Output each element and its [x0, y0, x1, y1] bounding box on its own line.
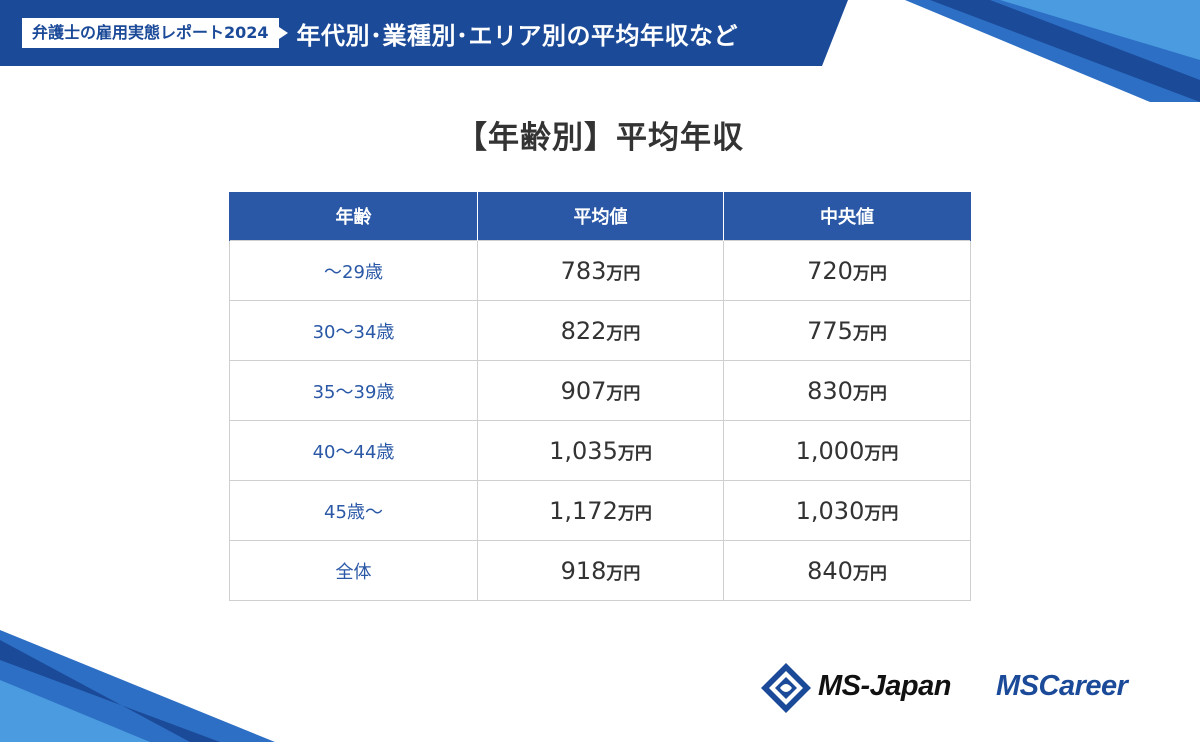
ms-japan-logo-icon [761, 663, 811, 713]
mean-value: 918 [560, 556, 607, 585]
table-row: ～29歳 783万円 720万円 [229, 240, 971, 301]
mean-value: 907 [560, 376, 607, 405]
column-header-mean: 平均値 [477, 192, 724, 241]
mean-cell: 907万円 [477, 360, 724, 421]
table-header-row: 年齢 平均値 中央値 [229, 192, 971, 241]
mean-value: 1,172 [549, 496, 618, 525]
median-cell: 840万円 [723, 540, 971, 601]
median-cell: 830万円 [723, 360, 971, 421]
age-cell: 全体 [229, 540, 478, 601]
mean-value: 1,035 [549, 436, 618, 465]
table-row-total: 全体 918万円 840万円 [229, 540, 971, 601]
unit-label: 万円 [606, 323, 641, 344]
header-banner: 弁護士の雇用実態レポート2024 年代別･業種別･エリア別の平均年収など [0, 0, 848, 66]
median-value: 1,000 [795, 436, 865, 465]
column-header-age: 年齢 [229, 192, 478, 241]
mean-cell: 1,035万円 [477, 420, 724, 481]
unit-label: 万円 [864, 443, 899, 464]
unit-label: 万円 [617, 503, 652, 524]
age-cell: 40～44歳 [229, 420, 478, 481]
age-cell: ～29歳 [229, 240, 478, 301]
table-row: 30～34歳 822万円 775万円 [229, 300, 971, 361]
ms-japan-logo: MS-Japan [818, 670, 951, 702]
unit-label: 万円 [852, 383, 887, 404]
banner-title: 年代別･業種別･エリア別の平均年収など [296, 21, 739, 50]
report-label: 弁護士の雇用実態レポート2024 [22, 18, 288, 48]
mean-cell: 918万円 [477, 540, 724, 601]
median-value: 830 [807, 376, 853, 405]
salary-table: 年齢 平均値 中央値 ～29歳 783万円 720万円 30～34歳 822万円… [229, 192, 971, 601]
median-value: 840 [807, 556, 853, 585]
median-value: 720 [807, 256, 853, 285]
age-cell: 35～39歳 [229, 360, 478, 421]
median-cell: 1,030万円 [723, 480, 971, 541]
unit-label: 万円 [617, 443, 652, 464]
median-cell: 775万円 [723, 300, 971, 361]
table-row: 45歳～ 1,172万円 1,030万円 [229, 480, 971, 541]
age-cell: 30～34歳 [229, 300, 478, 361]
mean-value: 822 [560, 316, 607, 345]
unit-label: 万円 [864, 503, 899, 524]
mean-cell: 822万円 [477, 300, 724, 361]
unit-label: 万円 [852, 563, 887, 584]
mean-cell: 1,172万円 [477, 480, 724, 541]
median-value: 1,030 [795, 496, 865, 525]
unit-label: 万円 [606, 383, 641, 404]
page-title: 【年齢別】平均年収 [456, 120, 744, 156]
mean-cell: 783万円 [477, 240, 724, 301]
unit-label: 万円 [852, 263, 887, 284]
median-cell: 1,000万円 [723, 420, 971, 481]
median-value: 775 [807, 316, 853, 345]
unit-label: 万円 [606, 563, 641, 584]
unit-label: 万円 [606, 263, 641, 284]
mean-value: 783 [560, 256, 607, 285]
table-row: 40～44歳 1,035万円 1,000万円 [229, 420, 971, 481]
table-row: 35～39歳 907万円 830万円 [229, 360, 971, 421]
ms-career-logo: MSCareer [996, 670, 1128, 702]
footer-logos: MS-Japan MSCareer [760, 658, 1180, 720]
column-header-median: 中央値 [723, 192, 971, 241]
unit-label: 万円 [852, 323, 887, 344]
median-cell: 720万円 [723, 240, 971, 301]
age-cell: 45歳～ [229, 480, 478, 541]
